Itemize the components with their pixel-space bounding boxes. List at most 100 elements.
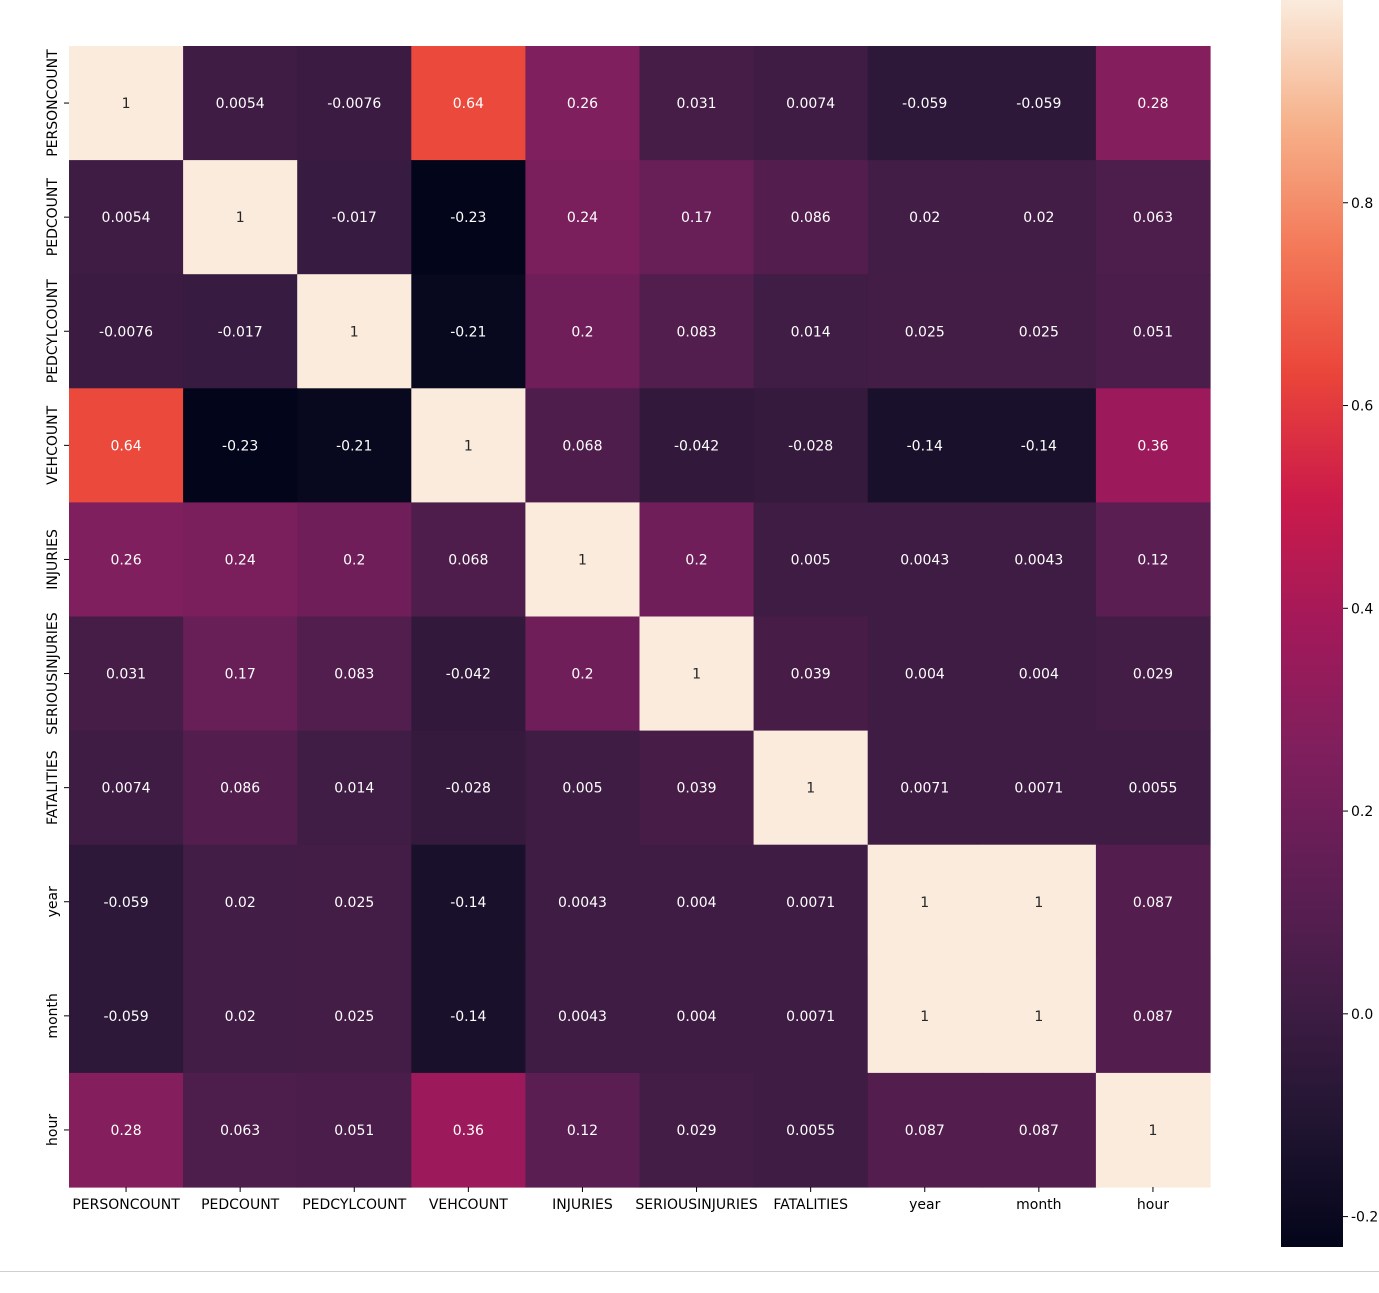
heatmap-cell-pedcylcount-year: [867, 274, 983, 389]
heatmap-cell-fatalities-personcount: [69, 730, 184, 846]
cell-value-hour-hour: 1: [1148, 1123, 1157, 1139]
cell-value-injuries-seriousinjuries: 0.2: [685, 552, 707, 568]
heatmap-cell-hour-fatalities: [753, 1072, 869, 1188]
heatmap-cell-vehcount-hour: [1095, 388, 1211, 503]
cell-value-seriousinjuries-year: 0.004: [905, 667, 945, 683]
heatmap-cell-injuries-personcount: [69, 502, 184, 618]
heatmap-cell-month-pedcount: [183, 958, 298, 1074]
colorbar-tick-label-4: 0.6: [1351, 399, 1373, 415]
cell-value-hour-vehcount: 0.36: [453, 1123, 484, 1139]
cell-value-seriousinjuries-injuries: 0.2: [571, 667, 593, 683]
cell-value-hour-injuries: 0.12: [567, 1123, 598, 1139]
heatmap-cell-pedcount-month: [981, 160, 1097, 275]
heatmap-cell-year-year: [867, 844, 983, 960]
heatmap-cell-pedcylcount-seriousinjuries: [639, 274, 755, 389]
cell-value-month-hour: 0.087: [1133, 1009, 1173, 1025]
heatmap-cell-personcount-pedcount: [183, 46, 298, 161]
heatmap-cell-injuries-pedcount: [183, 502, 298, 618]
heatmap-cell-year-pedcylcount: [297, 844, 412, 960]
cell-value-pedcount-month: 0.02: [1023, 210, 1054, 226]
heatmap-cell-pedcount-pedcount: [183, 160, 298, 275]
cell-value-personcount-personcount: 1: [122, 96, 131, 112]
cell-value-month-year: 1: [920, 1009, 929, 1025]
cell-value-vehcount-hour: 0.36: [1137, 438, 1168, 454]
heatmap-cell-seriousinjuries-personcount: [69, 616, 184, 732]
cell-value-hour-seriousinjuries: 0.029: [677, 1123, 717, 1139]
heatmap-cell-pedcount-fatalities: [753, 160, 869, 275]
cell-value-seriousinjuries-hour: 0.029: [1133, 667, 1173, 683]
heatmap-cell-hour-vehcount: [411, 1072, 526, 1188]
cell-value-fatalities-pedcount: 0.086: [220, 781, 260, 797]
y-tick-label-pedcount: PEDCOUNT: [45, 178, 61, 257]
heatmap-cell-pedcount-pedcylcount: [297, 160, 412, 275]
cell-value-personcount-vehcount: 0.64: [453, 96, 484, 112]
x-tick-label-fatalities: FATALITIES: [773, 1197, 848, 1213]
heatmap-cell-fatalities-vehcount: [411, 730, 526, 846]
heatmap-cell-pedcylcount-injuries: [525, 274, 641, 389]
x-tick-label-seriousinjuries: SERIOUSINJURIES: [635, 1197, 757, 1213]
heatmap-cell-hour-month: [981, 1072, 1097, 1188]
cell-value-pedcylcount-fatalities: 0.014: [791, 324, 831, 340]
y-tick-label-fatalities: FATALITIES: [45, 750, 61, 825]
y-tick-label-year: year: [45, 886, 61, 917]
cell-value-hour-pedcylcount: 0.051: [334, 1123, 374, 1139]
cell-value-injuries-fatalities: 0.005: [791, 552, 831, 568]
cell-value-month-injuries: 0.0043: [558, 1009, 607, 1025]
heatmap-cell-month-year: [867, 958, 983, 1074]
cell-value-personcount-fatalities: 0.0074: [786, 96, 835, 112]
cell-value-seriousinjuries-month: 0.004: [1019, 667, 1059, 683]
cell-value-vehcount-pedcount: -0.23: [222, 438, 258, 454]
cell-value-fatalities-pedcylcount: 0.014: [334, 781, 374, 797]
y-tick-label-pedcylcount: PEDCYLCOUNT: [45, 279, 61, 383]
colorbar: [1281, 0, 1343, 1247]
heatmap-cell-month-seriousinjuries: [639, 958, 755, 1074]
cell-value-injuries-month: 0.0043: [1014, 552, 1063, 568]
heatmap-cell-vehcount-pedcylcount: [297, 388, 412, 503]
heatmap-cell-pedcount-personcount: [69, 160, 184, 275]
y-tick-label-month: month: [45, 993, 61, 1038]
cell-value-pedcylcount-personcount: -0.0076: [99, 324, 153, 340]
cell-value-year-year: 1: [920, 895, 929, 911]
cell-value-injuries-hour: 0.12: [1137, 552, 1168, 568]
y-tick-label-injuries: INJURIES: [45, 529, 61, 590]
y-tick-label-hour: hour: [45, 1114, 61, 1146]
heatmap-cell-seriousinjuries-fatalities: [753, 616, 869, 732]
cell-value-year-hour: 0.087: [1133, 895, 1173, 911]
heatmap-cell-hour-hour: [1095, 1072, 1211, 1188]
cell-value-month-vehcount: -0.14: [450, 1009, 486, 1025]
heatmap-cell-year-vehcount: [411, 844, 526, 960]
cell-value-personcount-hour: 0.28: [1137, 96, 1168, 112]
heatmap-cell-seriousinjuries-vehcount: [411, 616, 526, 732]
heatmap-cell-injuries-hour: [1095, 502, 1211, 618]
heatmap-cell-year-personcount: [69, 844, 184, 960]
cell-value-year-pedcylcount: 0.025: [334, 895, 374, 911]
heatmap-cell-vehcount-month: [981, 388, 1097, 503]
cell-value-fatalities-personcount: 0.0074: [102, 781, 151, 797]
heatmap-cell-personcount-vehcount: [411, 46, 526, 161]
cell-value-vehcount-year: -0.14: [907, 438, 943, 454]
colorbar-tick-label-0: -0.2: [1351, 1210, 1378, 1226]
heatmap-cell-hour-pedcylcount: [297, 1072, 412, 1188]
heatmap-cell-pedcylcount-month: [981, 274, 1097, 389]
heatmap-cell-fatalities-injuries: [525, 730, 641, 846]
heatmap-cell-month-pedcylcount: [297, 958, 412, 1074]
cell-value-fatalities-vehcount: -0.028: [446, 781, 491, 797]
heatmap-cell-vehcount-seriousinjuries: [639, 388, 755, 503]
heatmap-cell-vehcount-vehcount: [411, 388, 526, 503]
cell-value-personcount-month: -0.059: [1016, 96, 1061, 112]
cell-value-hour-pedcount: 0.063: [220, 1123, 260, 1139]
cell-value-pedcylcount-hour: 0.051: [1133, 324, 1173, 340]
cell-value-year-injuries: 0.0043: [558, 895, 607, 911]
colorbar-tick-label-2: 0.2: [1351, 804, 1373, 820]
cell-value-year-seriousinjuries: 0.004: [677, 895, 717, 911]
cell-value-vehcount-personcount: 0.64: [110, 438, 141, 454]
cell-value-injuries-personcount: 0.26: [110, 552, 141, 568]
heatmap-cell-vehcount-fatalities: [753, 388, 869, 503]
cell-value-fatalities-year: 0.0071: [900, 781, 949, 797]
heatmap-cell-year-hour: [1095, 844, 1211, 960]
y-axis: PERSONCOUNT PEDCOUNT PEDCYLCOUNT VEHCOUNT IN…: [45, 49, 69, 1146]
cell-value-injuries-pedcylcount: 0.2: [343, 552, 365, 568]
heatmap-cell-fatalities-seriousinjuries: [639, 730, 755, 846]
cell-value-personcount-injuries: 0.26: [567, 96, 598, 112]
